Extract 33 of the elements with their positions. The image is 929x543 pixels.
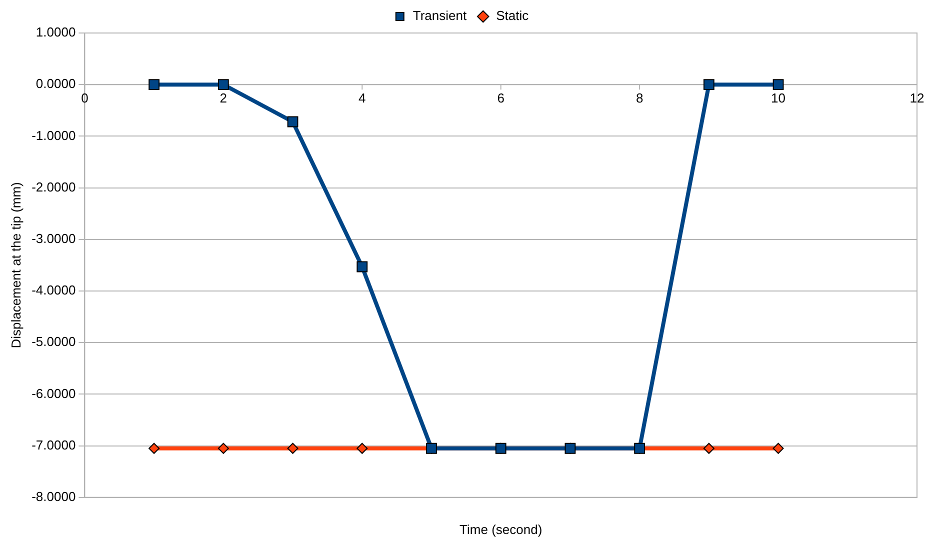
x-tick-label: 8 [636,90,644,106]
x-tick-label: 12 [910,90,924,106]
point [218,79,229,90]
x-tick-label: 2 [220,90,228,106]
point [287,442,298,454]
x-axis-title: Time (second) [460,522,542,537]
y-tick-label: -5.0000 [32,334,76,350]
y-tick-label: -6.0000 [32,386,76,401]
y-tick-label: 0.0000 [36,76,76,92]
point [703,442,714,454]
point [287,116,298,128]
point [772,79,784,90]
x-tick-label: 4 [358,90,366,106]
y-tick-label: -4.0000 [32,282,76,298]
point [356,261,368,272]
point [703,79,714,90]
x-tick-label: 10 [771,90,786,106]
y-tick-label: -7.0000 [32,437,76,452]
y-tick-label: -3.0000 [32,230,76,246]
y-tick-label: -1.0000 [32,128,76,143]
point [148,79,160,90]
x-tick-label: 0 [81,90,88,106]
y-tick-label: 1.0000 [36,24,76,40]
point [148,442,160,454]
legend-label: Static [496,8,530,24]
y-tick-label: -2.0000 [32,179,76,194]
point [356,442,368,454]
legend-label: Transient [412,8,467,24]
y-axis-title: Displacement at the tip (mm) [8,182,24,348]
x-tick-label: 6 [497,90,504,106]
y-tick-label: -8.0000 [32,488,76,504]
point [772,442,784,454]
point [218,442,229,454]
